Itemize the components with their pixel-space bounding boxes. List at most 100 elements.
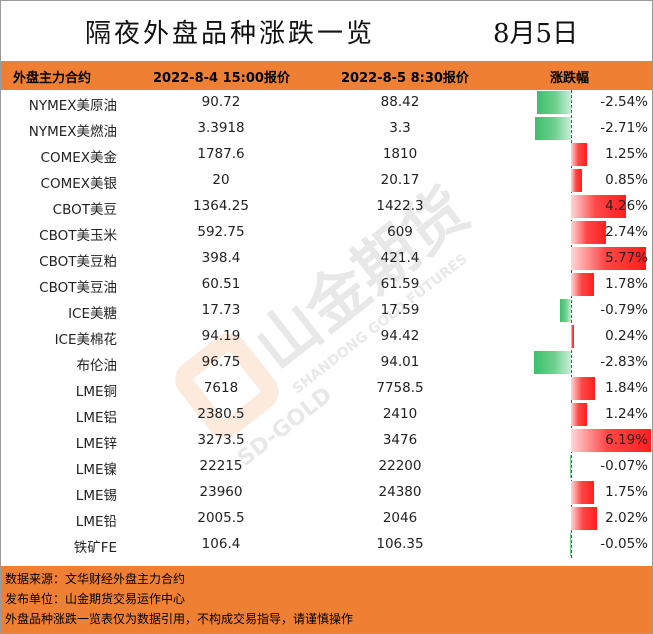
change-bar: [571, 273, 594, 296]
price-1: 3.3918: [197, 120, 245, 136]
change-percent: -0.07%: [600, 458, 648, 474]
table-row: COMEX美银 20 20.17 0.85%: [1, 168, 652, 194]
change-percent: 0.24%: [605, 328, 648, 344]
price-2: 94.42: [380, 328, 420, 344]
change-percent: 0.85%: [605, 172, 648, 188]
change-bar: [570, 533, 571, 556]
change-percent: 1.78%: [605, 276, 648, 292]
price-2: 1810: [382, 146, 418, 162]
change-percent: 5.77%: [605, 250, 648, 266]
change-bar: [571, 429, 651, 452]
contract-name: 布伦油: [76, 358, 118, 374]
bar-axis: [571, 90, 572, 558]
price-2: 106.35: [376, 536, 424, 552]
price-2: 2046: [382, 510, 418, 526]
change-bar: [571, 325, 575, 348]
price-1: 23960: [199, 484, 243, 500]
table-row: COMEX美金 1787.6 1810 1.25%: [1, 142, 652, 168]
contract-name: LME铝: [75, 410, 117, 426]
table-row: NYMEX美燃油 3.3918 3.3 -2.71%: [1, 116, 652, 142]
price-1: 7618: [203, 380, 239, 396]
price-2: 20.17: [380, 172, 420, 188]
price-1: 2380.5: [197, 406, 245, 422]
price-1: 2005.5: [197, 510, 245, 526]
change-bar: [571, 221, 607, 244]
table-row: LME铜 7618 7758.5 1.84%: [1, 376, 652, 402]
change-percent: -2.71%: [600, 120, 648, 136]
price-1: 20: [212, 172, 230, 188]
table-row: 铁矿FE 106.4 106.35 -0.05%: [1, 532, 652, 558]
table-body: NYMEX美原油 90.72 88.42 -2.54% NYMEX美燃油 3.3918 3.…: [1, 90, 652, 558]
contract-name: ICE美棉花: [54, 332, 117, 348]
footer-publisher: 发布单位：山金期货交易运作中心: [5, 592, 186, 606]
price-2: 7758.5: [376, 380, 424, 396]
change-bar: [571, 481, 594, 504]
table-row: LME锌 3273.5 3476 6.19%: [1, 428, 652, 454]
header-price-2: 2022-8-5 8:30报价: [341, 71, 469, 86]
table-row: LME铅 2005.5 2046 2.02%: [1, 506, 652, 532]
contract-name: CBOT美豆粕: [39, 254, 117, 270]
report-date: 8月5日: [493, 19, 579, 49]
price-1: 17.73: [201, 302, 241, 318]
contract-name: 铁矿FE: [73, 540, 117, 556]
table-header: 外盘主力合约 2022-8-4 15:00报价 2022-8-5 8:30报价 …: [1, 61, 652, 90]
price-2: 1422.3: [376, 198, 424, 214]
change-percent: 2.02%: [605, 510, 648, 526]
contract-name: LME锡: [75, 488, 117, 504]
change-percent: 1.84%: [605, 380, 648, 396]
table-row: 布伦油 96.75 94.01 -2.83%: [1, 350, 652, 376]
contract-name: COMEX美银: [40, 176, 117, 192]
footer-source: 数据来源：文华财经外盘主力合约: [5, 572, 186, 586]
price-1: 22215: [199, 458, 243, 474]
contract-name: LME锌: [75, 436, 117, 452]
change-percent: 1.75%: [605, 484, 648, 500]
change-bar: [571, 169, 582, 192]
change-percent: 4.26%: [605, 198, 648, 214]
price-1: 94.19: [201, 328, 241, 344]
price-1: 592.75: [197, 224, 245, 240]
change-bar: [571, 195, 627, 218]
page-title: 隔夜外盘品种涨跌一览: [85, 19, 376, 49]
price-2: 94.01: [380, 354, 420, 370]
change-percent: 1.25%: [605, 146, 648, 162]
change-percent: 2.74%: [605, 224, 648, 240]
table-row: CBOT美豆 1364.25 1422.3 4.26%: [1, 194, 652, 220]
contract-name: CBOT美玉米: [39, 228, 117, 244]
price-2: 3476: [382, 432, 418, 448]
title-bar: 隔夜外盘品种涨跌一览 8月5日: [1, 1, 652, 61]
price-2: 22200: [378, 458, 422, 474]
price-2: 3.3: [389, 120, 411, 136]
price-1: 60.51: [201, 276, 241, 292]
change-bar: [571, 403, 588, 426]
price-1: 3273.5: [197, 432, 245, 448]
table-row: LME铝 2380.5 2410 1.24%: [1, 402, 652, 428]
change-percent: -2.54%: [600, 94, 648, 110]
table-row: CBOT美豆油 60.51 61.59 1.78%: [1, 272, 652, 298]
table-row: LME镍 22215 22200 -0.07%: [1, 454, 652, 480]
header-contract: 外盘主力合约: [13, 71, 92, 86]
contract-name: NYMEX美原油: [28, 98, 117, 114]
change-bar: [534, 117, 571, 140]
contract-name: LME铜: [75, 384, 117, 400]
change-bar: [571, 507, 598, 530]
price-2: 61.59: [380, 276, 420, 292]
change-bar: [537, 91, 571, 114]
change-percent: -2.83%: [600, 354, 648, 370]
contract-name: CBOT美豆: [52, 202, 117, 218]
contract-name: CBOT美豆油: [39, 280, 117, 296]
change-bar: [571, 143, 588, 166]
price-2: 609: [387, 224, 413, 240]
contract-name: NYMEX美燃油: [28, 124, 117, 140]
change-percent: -0.79%: [600, 302, 648, 318]
price-1: 398.4: [201, 250, 241, 266]
table-row: ICE美糖 17.73 17.59 -0.79%: [1, 298, 652, 324]
change-bar: [571, 247, 646, 270]
header-change: 涨跌幅: [550, 71, 590, 86]
price-1: 1787.6: [197, 146, 245, 162]
price-1: 1364.25: [193, 198, 249, 214]
header-price-1: 2022-8-4 15:00报价: [153, 71, 290, 86]
price-2: 2410: [382, 406, 418, 422]
price-2: 421.4: [380, 250, 420, 266]
change-percent: 6.19%: [605, 432, 648, 448]
